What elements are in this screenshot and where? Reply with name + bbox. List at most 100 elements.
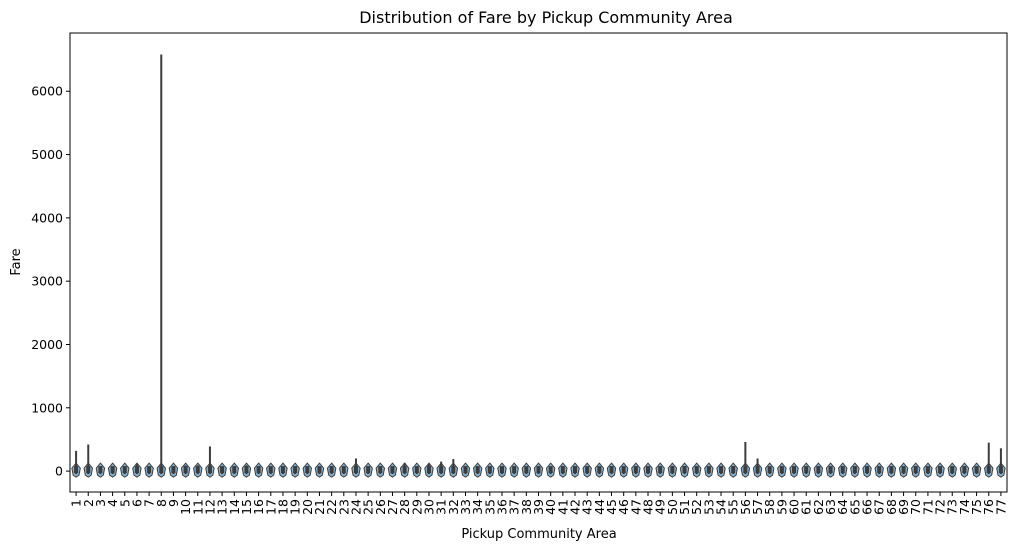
violin-iqr-box	[353, 466, 358, 474]
x-tick-label: 11	[190, 499, 205, 515]
x-tick-label: 26	[373, 499, 388, 515]
violin-iqr-box	[390, 466, 395, 474]
violin-iqr-box	[195, 466, 200, 474]
x-tick-label: 56	[738, 499, 753, 515]
violin-iqr-box	[743, 466, 748, 474]
x-tick-label: 38	[519, 499, 534, 515]
x-tick-label: 41	[555, 499, 570, 515]
violin-iqr-box	[98, 466, 103, 474]
x-tick-label: 17	[263, 499, 278, 515]
x-tick-label: 60	[787, 499, 802, 515]
x-tick-label: 67	[872, 499, 887, 515]
x-tick-label: 22	[324, 499, 339, 515]
x-tick-label: 64	[835, 499, 850, 515]
x-tick-label: 63	[823, 499, 838, 515]
violin-iqr-box	[366, 466, 371, 474]
violin-iqr-box	[159, 466, 164, 474]
x-tick-label: 66	[860, 499, 875, 515]
x-tick-label: 2	[81, 499, 96, 507]
violin-iqr-box	[207, 466, 212, 474]
violin-iqr-box	[877, 466, 882, 474]
x-tick-label: 58	[762, 499, 777, 515]
x-tick-label: 25	[361, 499, 376, 515]
violin-iqr-box	[828, 466, 833, 474]
y-tick-label: 1000	[31, 400, 63, 415]
x-tick-label: 54	[714, 499, 729, 515]
violin-iqr-box	[986, 466, 991, 474]
x-tick-label: 4	[105, 499, 120, 507]
x-tick-label: 37	[507, 499, 522, 515]
y-tick-label: 2000	[31, 337, 63, 352]
violin-iqr-box	[147, 466, 152, 474]
x-tick-label: 24	[348, 499, 363, 515]
violin-iqr-box	[475, 466, 480, 474]
violin-iqr-box	[524, 466, 529, 474]
y-axis-label: Fare	[9, 248, 24, 275]
x-tick-label: 55	[726, 499, 741, 515]
x-tick-label: 33	[458, 499, 473, 515]
plot-marks	[71, 54, 1006, 478]
violin-iqr-box	[755, 466, 760, 474]
violin-iqr-box	[633, 466, 638, 474]
violin-iqr-box	[804, 466, 809, 474]
x-axis: 1234567891011121314151617181920212223242…	[69, 492, 1008, 515]
x-tick-label: 65	[847, 499, 862, 515]
x-tick-label: 20	[300, 499, 315, 515]
violin-iqr-box	[938, 466, 943, 474]
violin-iqr-box	[646, 466, 651, 474]
violin-iqr-box	[378, 466, 383, 474]
violin-iqr-box	[913, 466, 918, 474]
violin-iqr-box	[670, 466, 675, 474]
violin-iqr-box	[512, 466, 517, 474]
x-tick-label: 75	[969, 499, 984, 515]
violin-iqr-box	[962, 466, 967, 474]
violin-iqr-box	[536, 466, 541, 474]
x-tick-label: 15	[239, 499, 254, 515]
x-tick-label: 28	[397, 499, 412, 515]
x-tick-label: 12	[202, 499, 217, 515]
x-tick-label: 45	[604, 499, 619, 515]
x-tick-label: 68	[884, 499, 899, 515]
x-tick-label: 14	[227, 499, 242, 515]
x-tick-label: 49	[653, 499, 668, 515]
violin-iqr-box	[816, 466, 821, 474]
x-tick-label: 59	[774, 499, 789, 515]
plot-frame	[69, 32, 1008, 493]
x-tick-label: 34	[470, 499, 485, 515]
x-tick-label: 76	[981, 499, 996, 515]
x-tick-label: 27	[385, 499, 400, 515]
x-tick-label: 39	[531, 499, 546, 515]
violin-iqr-box	[439, 466, 444, 474]
x-tick-label: 52	[689, 499, 704, 515]
violin-iqr-box	[329, 466, 334, 474]
violin-iqr-box	[706, 466, 711, 474]
violin-iqr-box	[621, 466, 626, 474]
violin-iqr-box	[548, 466, 553, 474]
violin-iqr-box	[220, 466, 225, 474]
x-tick-label: 3	[93, 499, 108, 507]
x-tick-label: 23	[336, 499, 351, 515]
y-tick-label: 6000	[31, 84, 63, 99]
violin-iqr-box	[293, 466, 298, 474]
y-tick-label: 3000	[31, 274, 63, 289]
x-tick-label: 51	[677, 499, 692, 515]
violin-iqr-box	[974, 466, 979, 474]
x-tick-label: 10	[178, 499, 193, 515]
violin-iqr-box	[573, 466, 578, 474]
chart-title: Distribution of Fare by Pickup Community…	[359, 8, 733, 27]
x-tick-label: 7	[142, 499, 157, 507]
y-tick-label: 0	[55, 464, 63, 479]
violin-iqr-box	[865, 466, 870, 474]
violin-iqr-box	[852, 466, 857, 474]
violin-iqr-box	[792, 466, 797, 474]
y-tick-label: 4000	[31, 210, 63, 225]
x-tick-label: 18	[275, 499, 290, 515]
x-tick-label: 40	[543, 499, 558, 515]
x-tick-label: 53	[701, 499, 716, 515]
violin-iqr-box	[560, 466, 565, 474]
violin-iqr-box	[426, 466, 431, 474]
violin-iqr-box	[950, 466, 955, 474]
violin-iqr-box	[256, 466, 261, 474]
violin-iqr-box	[609, 466, 614, 474]
violin-iqr-box	[171, 466, 176, 474]
